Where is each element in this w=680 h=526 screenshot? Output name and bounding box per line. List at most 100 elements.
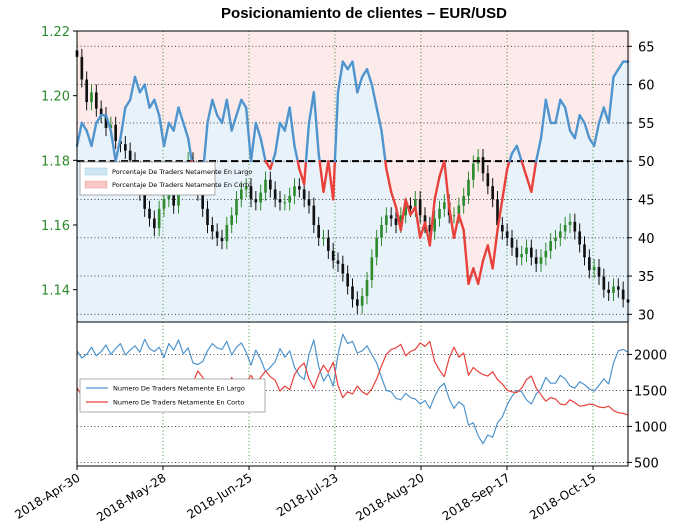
trader-count-axis-ticks: 2000 1500 1000 500 (628, 348, 667, 471)
short-fill-bar (282, 31, 288, 131)
long-fill-bar (475, 283, 482, 322)
candle-body (501, 225, 504, 232)
long-percentage-segment (283, 106, 291, 132)
long-fill-bar (620, 61, 627, 322)
long-percentage-segment (578, 114, 586, 125)
candle-body (404, 205, 407, 216)
long-fill-bar (490, 268, 496, 322)
candle-body (269, 179, 272, 190)
short-percentage-segment (467, 267, 475, 285)
long-fill-bar (548, 122, 554, 322)
short-percentage-segment (404, 198, 412, 216)
short-fill-bar (480, 31, 487, 261)
long-percentage-segment (259, 137, 267, 163)
long-fill-bar (514, 145, 520, 322)
long-percentage-segment (85, 129, 93, 148)
candle-body (259, 192, 262, 203)
long-fill-bar (596, 122, 603, 322)
short-percentage-segment (486, 244, 494, 270)
long-fill-bar (586, 138, 593, 322)
short-fill-bar (335, 31, 342, 93)
candle-body (389, 215, 393, 219)
short-fill-bar (417, 31, 424, 238)
candle-body (298, 186, 301, 190)
long-fill-bar (219, 122, 226, 322)
price-tick-label: 1.16 (41, 219, 70, 234)
long-percentage-segment (336, 60, 345, 94)
candle-body (254, 199, 258, 203)
short-fill-bar (524, 31, 530, 177)
short-percentage-segment (530, 159, 538, 194)
long-percentage-segment (312, 91, 320, 155)
long-fill-bar (132, 76, 139, 323)
date-tick-label: 2018-Jun-25 (185, 471, 255, 522)
short-fill-bar (408, 31, 414, 215)
long-percentage-segment (186, 137, 193, 163)
candle-body (525, 247, 528, 255)
long-fill-bar (451, 237, 458, 322)
short-fill-bar (127, 31, 134, 100)
percent-tick-label: 45 (638, 193, 655, 208)
short-fill-bar (185, 31, 192, 139)
short-fill-bar (451, 31, 458, 238)
short-fill-bar (615, 31, 622, 70)
candle-body (80, 56, 84, 80)
short-fill-bar (93, 31, 100, 123)
count-tick-label: 1000 (634, 420, 667, 435)
top-panel: 1.22 1.20 1.18 1.16 1.14 65 60 55 50 45 40 35 30 Po… (41, 25, 655, 323)
long-fill-bar (533, 161, 540, 322)
short-fill-bar (98, 31, 105, 116)
candle-body (264, 179, 267, 193)
short-fill-bar (277, 31, 284, 123)
short-fill-bar (156, 31, 163, 116)
short-fill-bar (118, 31, 124, 139)
short-fill-bar (321, 31, 327, 192)
short-percentage-segment (302, 159, 308, 186)
long-percentage-segment (273, 121, 282, 155)
long-fill-bar (364, 69, 371, 322)
short-fill-bar (330, 31, 337, 200)
candle-body (530, 247, 533, 258)
candle-body (85, 79, 88, 103)
long-percentage-segment (370, 83, 378, 109)
short-fill-bar (316, 31, 322, 154)
short-fill-bar (176, 31, 182, 108)
short-fill-bar (379, 31, 385, 131)
long-fill-bar (408, 214, 414, 322)
long-percentage-segment (211, 98, 219, 117)
price-tick-label: 1.22 (41, 25, 70, 40)
short-fill-bar (412, 31, 419, 208)
candle-body (143, 192, 146, 209)
bottom-panel-frame (76, 321, 629, 467)
long-percentage-segment (235, 98, 243, 117)
long-fill-bar (272, 153, 279, 322)
long-fill-bar (615, 69, 622, 322)
long-fill-bar (456, 214, 462, 322)
candle-body (510, 237, 514, 248)
long-fill-bar (161, 145, 168, 322)
candle-body (481, 157, 485, 174)
long-fill-bar (582, 122, 588, 322)
short-fill-bar (325, 31, 332, 162)
short-fill-bar (611, 31, 617, 77)
candle-body (607, 289, 610, 293)
candle-body (375, 237, 378, 258)
long-percentage-segment (307, 91, 316, 125)
candle-body (278, 199, 282, 203)
short-percentage-segment (389, 190, 398, 209)
short-fill-bar (490, 31, 496, 269)
long-percentage-segment (271, 152, 277, 163)
long-fill-bar (611, 76, 617, 323)
short-percentage-segment (457, 213, 465, 232)
long-fill-bar (480, 260, 487, 322)
candle-body (327, 237, 330, 251)
candle-body (302, 189, 306, 200)
long-fill-bar (243, 107, 250, 322)
candle-body (351, 286, 354, 300)
candle-body (443, 202, 446, 209)
long-fill-bar (84, 130, 90, 322)
long-fill-bar (466, 283, 472, 322)
short-percentage-segment (520, 159, 528, 178)
short-fill-bar (122, 31, 129, 108)
long-fill-bar (296, 168, 303, 322)
